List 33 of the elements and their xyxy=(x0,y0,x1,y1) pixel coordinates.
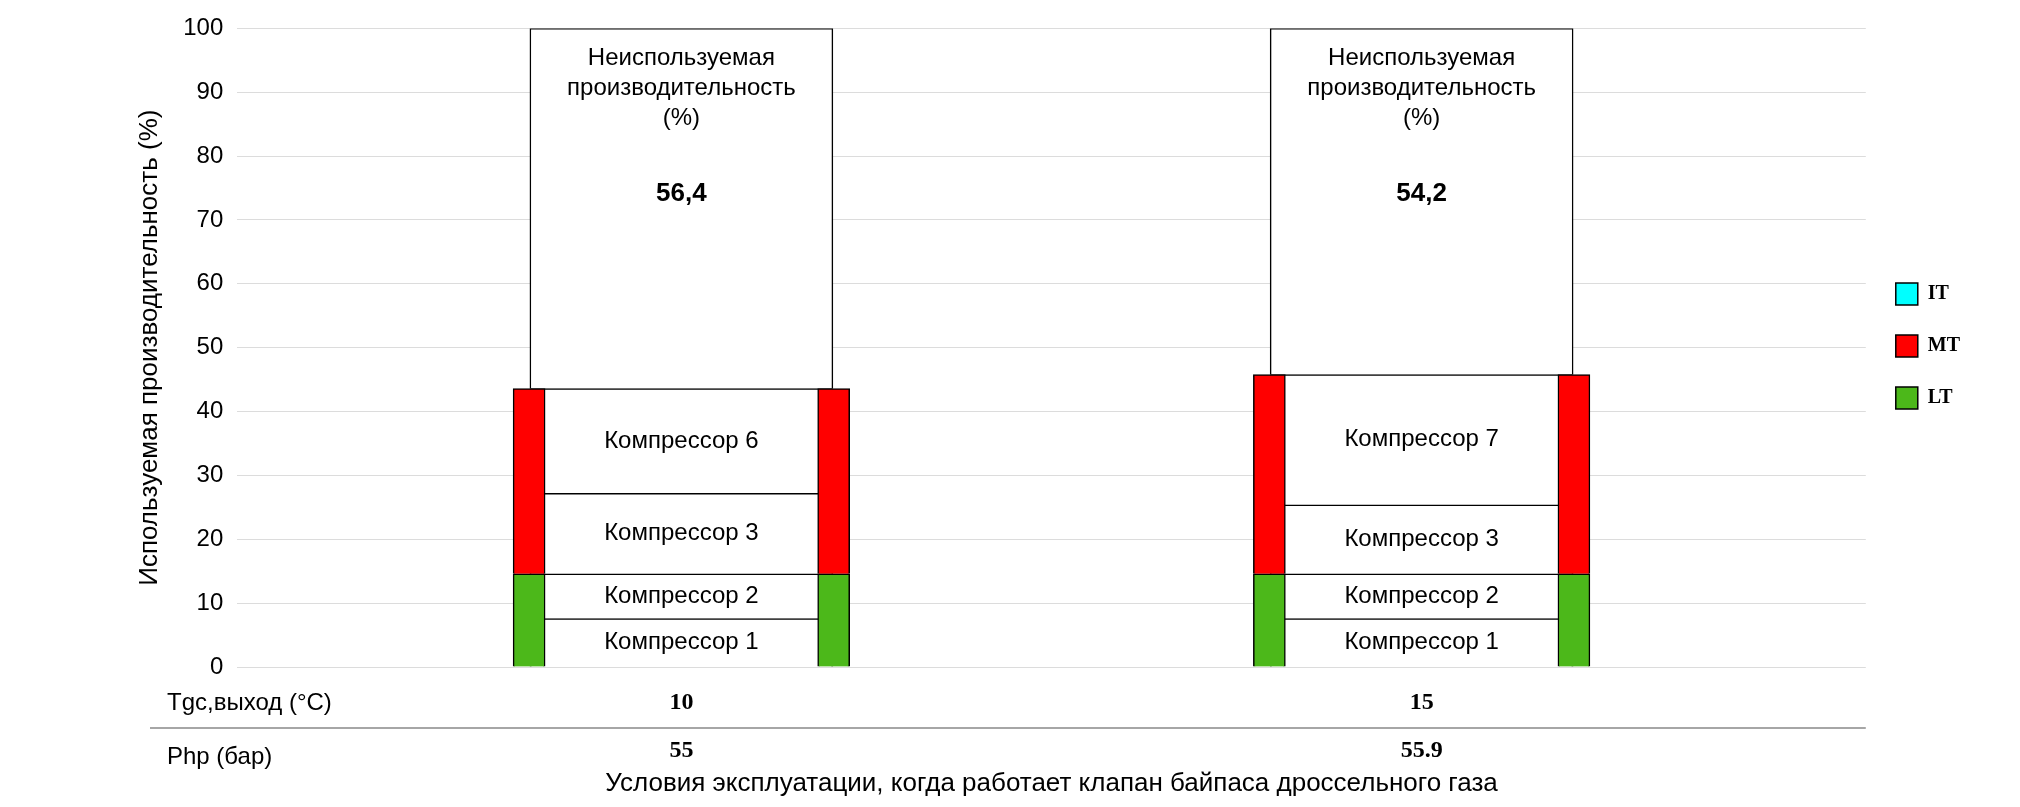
text: Компрессор 3 xyxy=(604,518,759,546)
y-tick-label: 20 xyxy=(196,523,224,551)
series-label: Компрессор 1 xyxy=(604,627,759,655)
y-tick-label: 90 xyxy=(196,76,224,104)
legend-label: IT xyxy=(1927,281,1950,304)
y-tick-label: 10 xyxy=(196,587,224,615)
series-label: Неиспользуемая производительность (%) xyxy=(567,43,796,131)
series-label: Компрессор 3 xyxy=(1344,523,1499,551)
y-tick-label: 30 xyxy=(196,460,224,488)
y-tick-label: 60 xyxy=(196,268,224,296)
y-tick-label: 100 xyxy=(183,13,224,41)
text: Компрессор 1 xyxy=(1344,627,1499,655)
text: 55 xyxy=(669,736,694,763)
data-label: 56,4 xyxy=(656,176,708,207)
series-label: Компрессор 7 xyxy=(1344,424,1499,452)
text: Php (бар) xyxy=(167,741,273,769)
y-tick-label: 0 xyxy=(209,651,224,679)
text: Компрессор 2 xyxy=(1344,580,1499,608)
x-axis-title: Условия эксплуатации, когда работает клапан байпаса дроссельного газа xyxy=(605,767,1499,798)
data-label: 54,2 xyxy=(1396,176,1447,207)
legend-label: LT xyxy=(1927,385,1954,408)
y-tick-label: 70 xyxy=(196,204,224,232)
y-tick-label: 80 xyxy=(196,140,224,168)
x-tick-label: 15 xyxy=(1409,688,1434,715)
y-tick-label: 50 xyxy=(196,332,224,360)
y-axis-title: Используемая производительность (%) xyxy=(132,109,163,586)
series-label: Компрессор 2 xyxy=(604,580,759,608)
text: 55.9 xyxy=(1400,736,1443,763)
y-tick-label: 40 xyxy=(196,396,224,424)
text: Неиспользуемая производительность (%) xyxy=(1307,43,1536,131)
series-label: Компрессор 6 xyxy=(604,425,759,453)
text: Tgc,выход (°C) xyxy=(167,687,332,715)
legend-label: MT xyxy=(1927,333,1961,356)
